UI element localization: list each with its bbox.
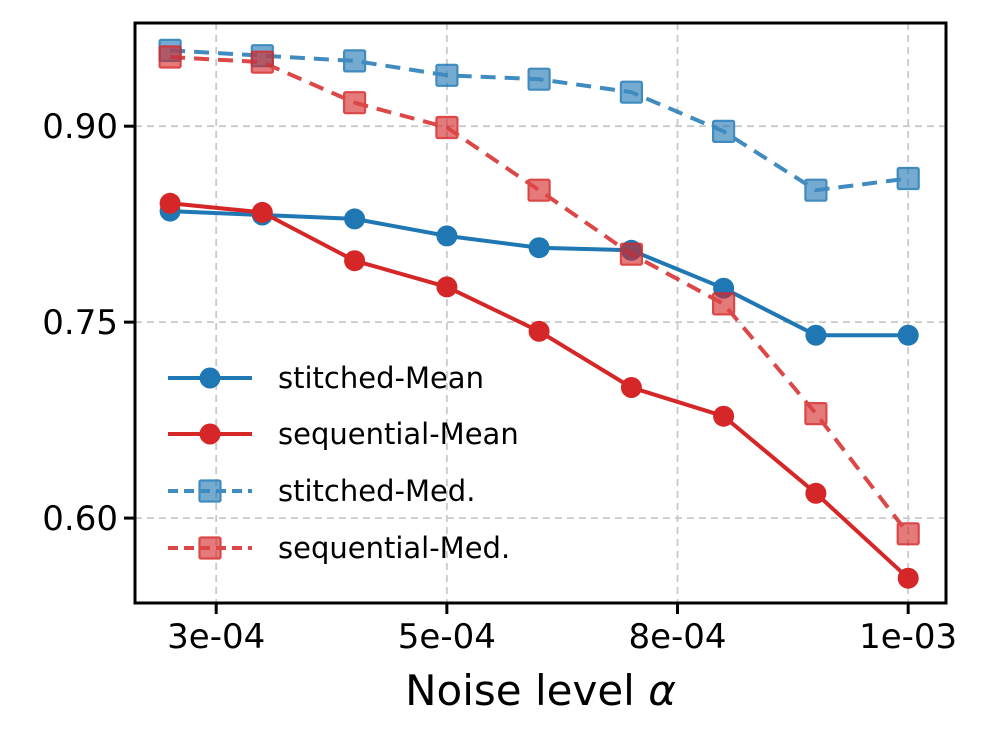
marker-sequential-Med.-0 xyxy=(158,45,182,69)
series-sequential-Mean xyxy=(159,192,919,589)
marker-sequential-Mean-0 xyxy=(159,192,181,214)
marker-stitched-Med.-8 xyxy=(896,166,920,191)
marker-sequential-Med.-8 xyxy=(896,522,920,546)
x-axis-label-text: Noise level xyxy=(405,666,648,715)
legend-label: sequential-Med. xyxy=(278,531,510,565)
series-sequential-Med. xyxy=(158,45,920,546)
x-tick-label: 5e-04 xyxy=(398,617,496,657)
x-axis-label: Noise level α xyxy=(405,666,676,715)
marker-sequential-Med.-7 xyxy=(804,402,828,426)
marker-stitched-Med.-2 xyxy=(343,49,367,73)
x-tick-label: 1e-03 xyxy=(859,617,957,657)
x-tick-label: 8e-04 xyxy=(628,617,726,657)
marker-stitched-Mean-2 xyxy=(344,208,366,230)
legend: stitched-Mean sequential-Mean stitched-Med… xyxy=(168,361,519,565)
marker-sequential-Mean-1 xyxy=(251,201,273,223)
legend-item-stitched-Mean xyxy=(168,367,252,389)
legend-label: stitched-Mean xyxy=(278,361,484,395)
marker-sequential-Mean-3 xyxy=(436,276,458,298)
series-line-sequential-Med. xyxy=(169,55,910,536)
marker-sequential-Mean-2 xyxy=(344,250,366,272)
x-axis-label-alpha-symbol: α xyxy=(648,666,676,715)
y-tick-label: 0.90 xyxy=(42,107,118,147)
x-tick-label: 3e-04 xyxy=(167,617,265,657)
marker-sequential-Med.-4 xyxy=(527,178,551,202)
marker-sequential-Med.-3 xyxy=(435,115,459,140)
marker-stitched-Mean-3 xyxy=(436,225,458,247)
legend-marker-sequential-Mean xyxy=(199,423,221,445)
legend-marker-stitched-Med. xyxy=(198,479,222,503)
marker-sequential-Mean-4 xyxy=(528,320,550,342)
marker-stitched-Med.-5 xyxy=(619,80,644,104)
legend-item-sequential-Mean xyxy=(168,423,252,445)
marker-stitched-Mean-8 xyxy=(897,324,919,346)
marker-sequential-Mean-7 xyxy=(805,482,827,504)
marker-sequential-Mean-6 xyxy=(713,405,735,427)
marker-sequential-Med.-6 xyxy=(711,292,736,316)
legend-marker-stitched-Mean xyxy=(199,367,221,389)
legend-marker-sequential-Med. xyxy=(198,536,222,560)
marker-sequential-Med.-5 xyxy=(619,242,644,266)
legend-item-sequential-Med. xyxy=(168,536,252,560)
marker-stitched-Med.-7 xyxy=(804,178,828,202)
marker-stitched-Mean-7 xyxy=(805,324,827,346)
marker-sequential-Med.-2 xyxy=(343,91,367,115)
marker-sequential-Mean-8 xyxy=(897,567,919,589)
legend-label: stitched-Med. xyxy=(278,474,475,508)
marker-stitched-Med.-6 xyxy=(711,119,736,144)
legend-item-stitched-Med. xyxy=(168,479,252,503)
legend-label: sequential-Mean xyxy=(278,417,519,451)
marker-sequential-Med.-1 xyxy=(250,50,274,74)
marker-stitched-Med.-4 xyxy=(527,67,551,91)
y-tick-label: 0.75 xyxy=(42,303,118,343)
tick-marks xyxy=(124,124,910,614)
marker-stitched-Mean-4 xyxy=(528,237,550,259)
axes-spines xyxy=(133,21,948,605)
plot-area xyxy=(135,23,946,603)
y-tick-label: 0.60 xyxy=(42,499,118,539)
marker-stitched-Med.-3 xyxy=(435,63,459,87)
marker-sequential-Mean-5 xyxy=(620,377,642,398)
